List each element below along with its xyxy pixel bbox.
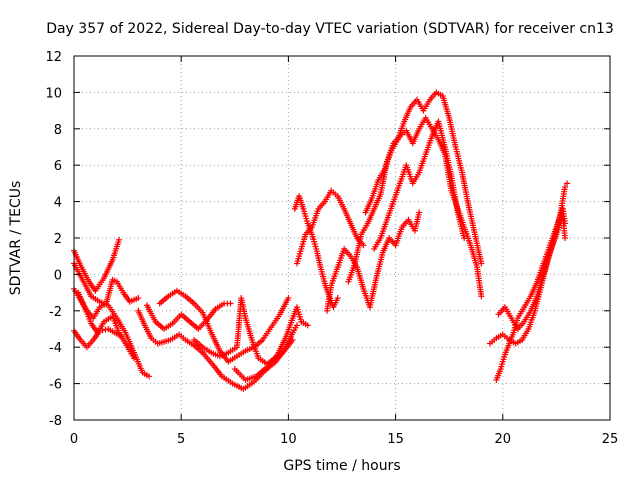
- series-track-e: [75, 289, 138, 362]
- series-track-t: [519, 180, 571, 343]
- y-tick-label: -4: [49, 341, 62, 356]
- data-point: [102, 326, 109, 333]
- series-track-l: [293, 187, 367, 267]
- data-point: [478, 293, 485, 300]
- data-point: [561, 184, 568, 191]
- data-point: [135, 295, 142, 302]
- series-track-p: [371, 118, 468, 252]
- data-point: [334, 295, 341, 302]
- data-point: [304, 322, 311, 329]
- series-track-j: [231, 304, 311, 383]
- x-tick-label: 15: [387, 432, 404, 447]
- y-tick-label: -8: [49, 414, 62, 429]
- y-tick-label: 10: [45, 86, 62, 101]
- x-tick-label: 10: [280, 432, 297, 447]
- chart-title: Day 357 of 2022, Sidereal Day-to-day VTE…: [46, 21, 614, 37]
- y-tick-label: 8: [54, 123, 62, 138]
- data-point: [289, 336, 296, 343]
- y-tick-label: -2: [49, 305, 62, 320]
- data-point: [285, 295, 292, 302]
- data-point: [116, 236, 123, 243]
- x-tick-label: 5: [177, 432, 185, 447]
- y-tick-label: 6: [54, 159, 62, 174]
- series-track-m: [323, 209, 423, 314]
- series-track-f: [135, 307, 300, 393]
- series-track-d: [71, 326, 125, 351]
- data-point: [416, 209, 423, 216]
- series-track-k: [291, 193, 341, 311]
- series-track-q: [486, 331, 526, 347]
- x-tick-label: 25: [602, 432, 619, 447]
- y-tick-label: 12: [45, 50, 62, 65]
- data-point: [146, 373, 153, 380]
- x-tick-label: 20: [495, 432, 512, 447]
- y-axis-label: SDTVAR / TECUs: [8, 181, 24, 296]
- x-axis-label: GPS time / hours: [283, 458, 400, 474]
- y-tick-label: -6: [49, 378, 62, 393]
- series-track-c: [71, 276, 142, 322]
- y-tick-label: 0: [54, 268, 62, 283]
- data-point: [227, 300, 234, 307]
- axis-ticks: 0 5 10 15 20 25 -8 -6 -4 -2 0 2 4 6 8 10 12: [45, 50, 618, 447]
- x-tick-label: 0: [70, 432, 78, 447]
- series-track-i: [191, 295, 296, 367]
- series-track-a: [71, 236, 123, 294]
- series-track-g: [143, 300, 234, 332]
- grid: [74, 56, 610, 420]
- data-marks: [71, 89, 571, 393]
- series-track-b: [71, 260, 153, 380]
- y-tick-label: 4: [54, 196, 62, 211]
- data-point: [293, 322, 300, 329]
- series-track-h: [156, 287, 292, 365]
- data-point: [561, 235, 568, 241]
- series-track-o: [362, 89, 485, 267]
- series-track-n: [345, 114, 485, 300]
- data-point: [564, 180, 571, 187]
- data-point: [461, 235, 468, 241]
- data-point: [478, 260, 485, 267]
- y-tick-label: 2: [54, 232, 62, 247]
- data-point: [131, 355, 138, 362]
